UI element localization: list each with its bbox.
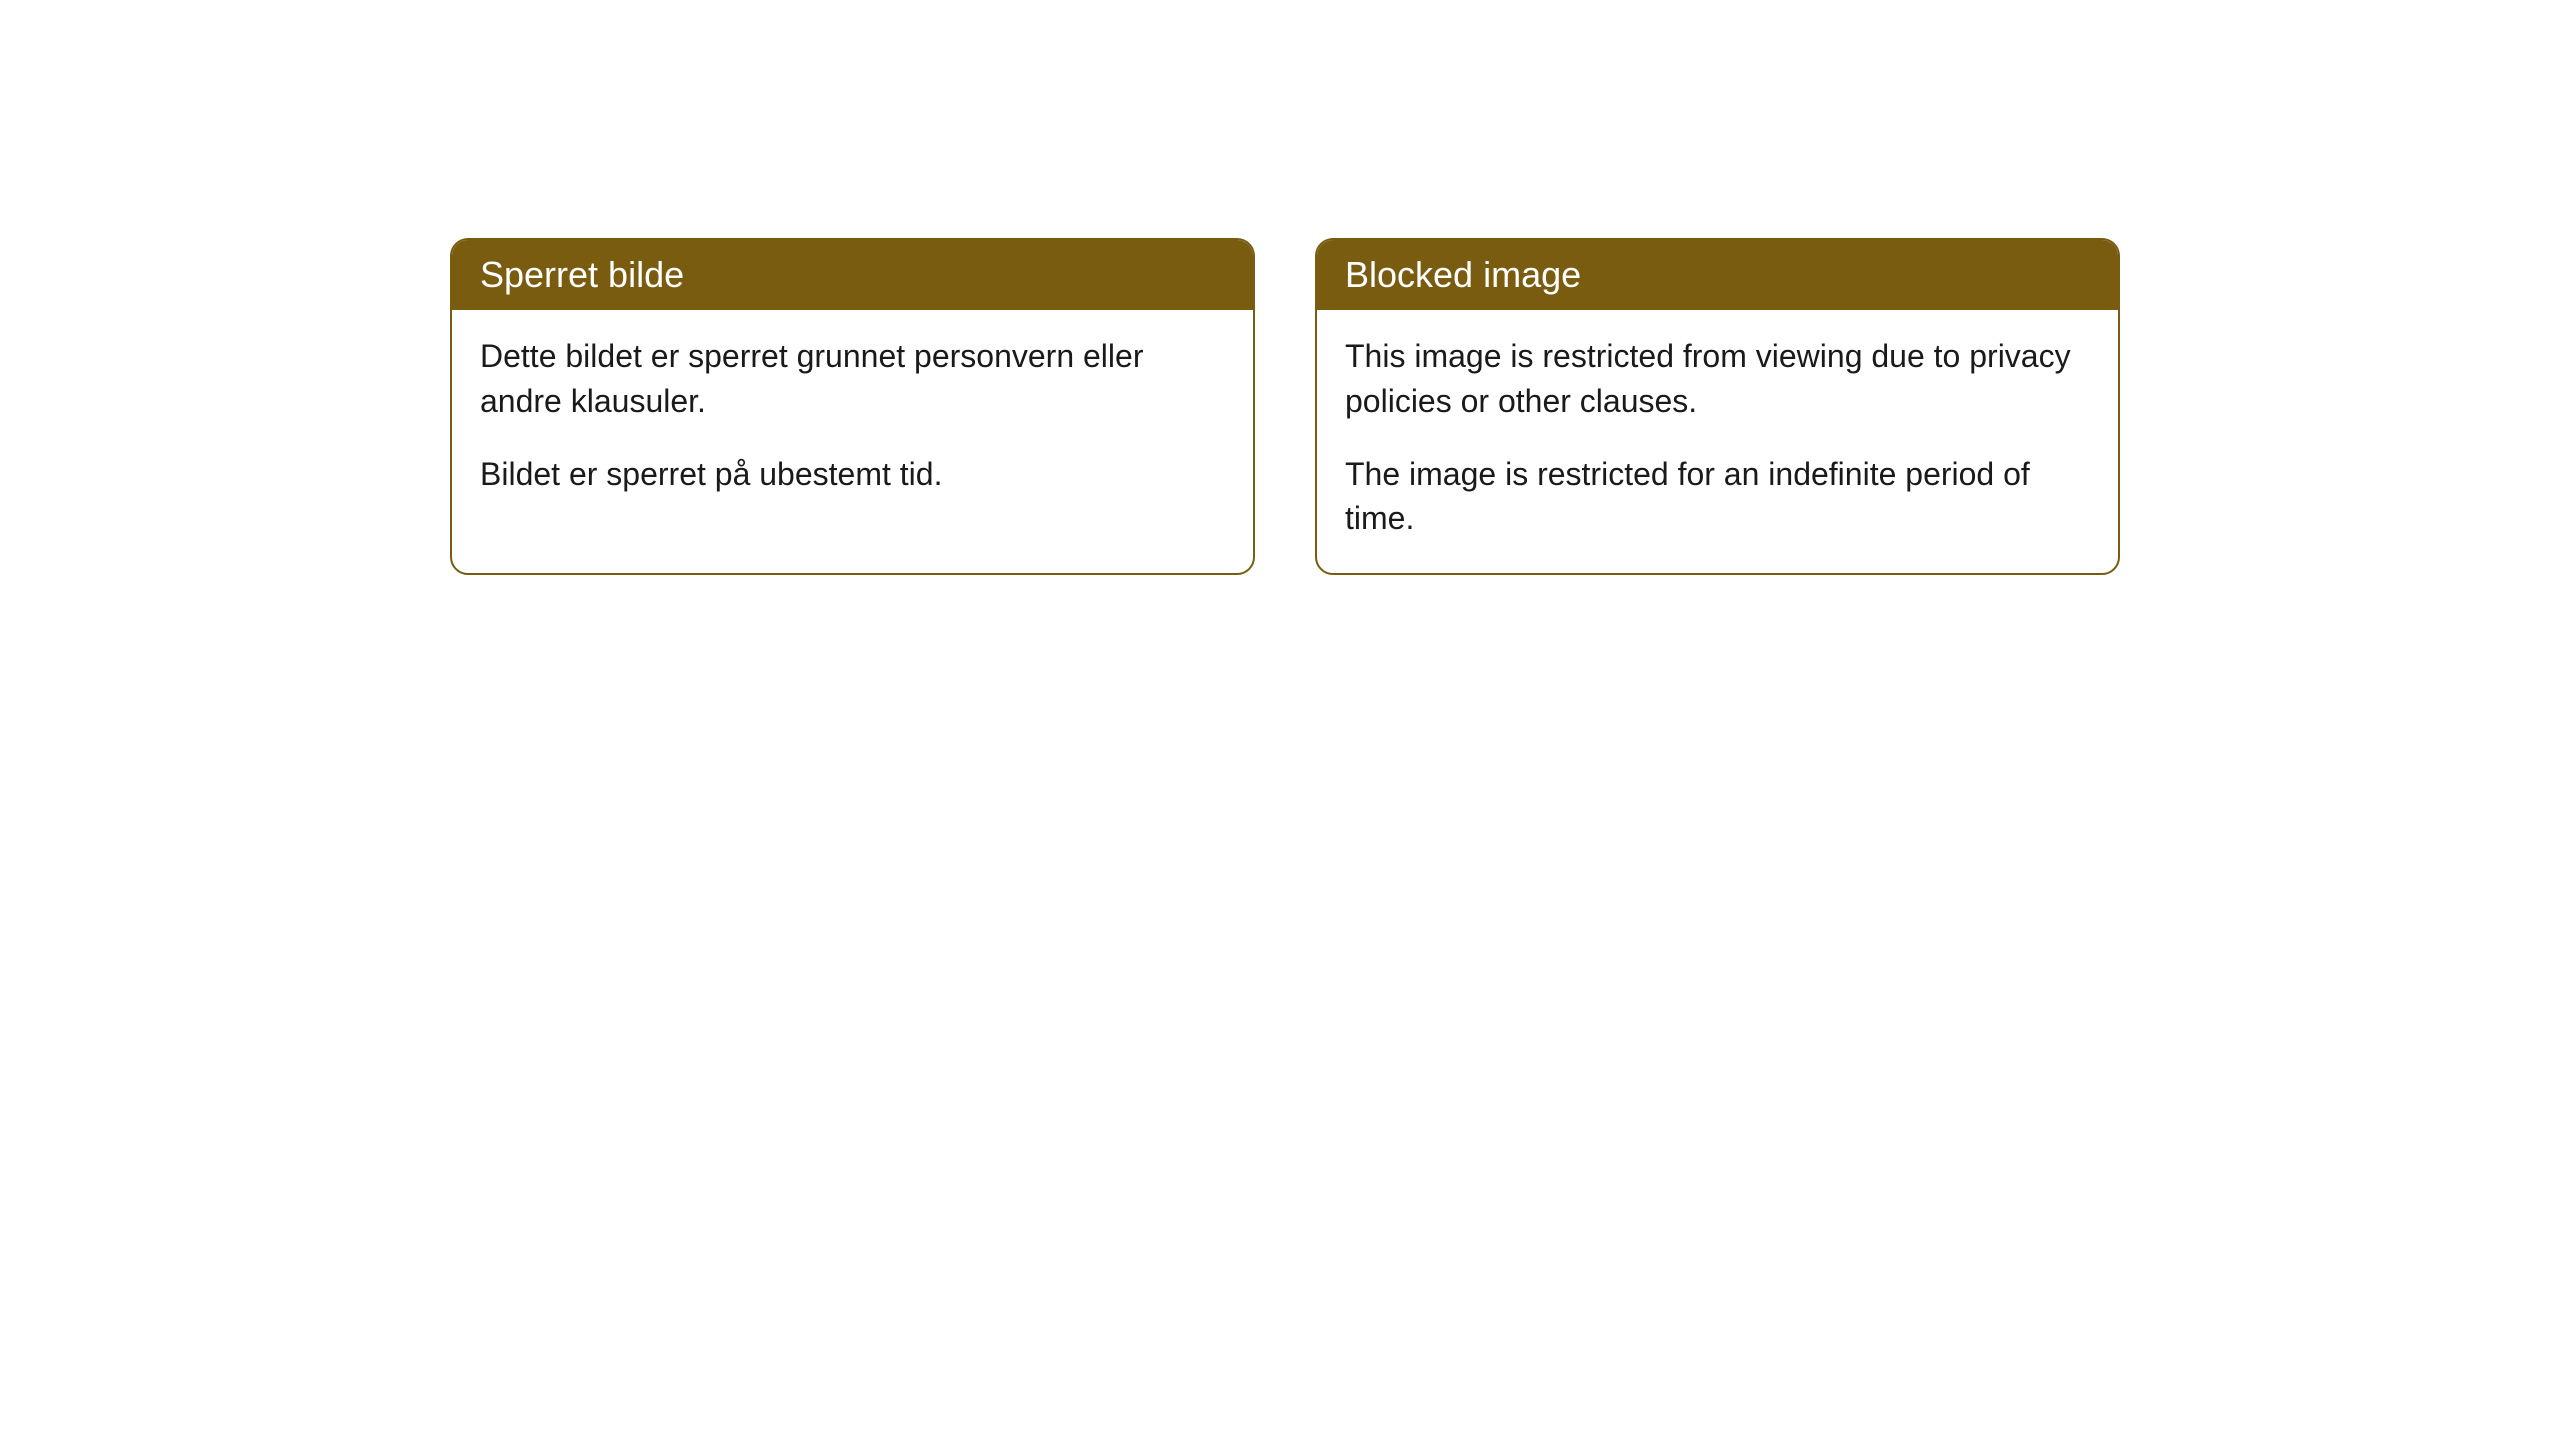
card-paragraph-2: Bildet er sperret på ubestemt tid. [480, 452, 1225, 497]
card-body: This image is restricted from viewing du… [1317, 310, 2118, 573]
card-paragraph-1: This image is restricted from viewing du… [1345, 334, 2090, 424]
card-title: Sperret bilde [480, 254, 684, 295]
card-header: Blocked image [1317, 240, 2118, 310]
notice-card-norwegian: Sperret bilde Dette bildet er sperret gr… [450, 238, 1255, 575]
card-title: Blocked image [1345, 254, 1581, 295]
card-paragraph-2: The image is restricted for an indefinit… [1345, 452, 2090, 542]
notice-cards-container: Sperret bilde Dette bildet er sperret gr… [450, 238, 2120, 575]
card-body: Dette bildet er sperret grunnet personve… [452, 310, 1253, 528]
card-header: Sperret bilde [452, 240, 1253, 310]
notice-card-english: Blocked image This image is restricted f… [1315, 238, 2120, 575]
card-paragraph-1: Dette bildet er sperret grunnet personve… [480, 334, 1225, 424]
